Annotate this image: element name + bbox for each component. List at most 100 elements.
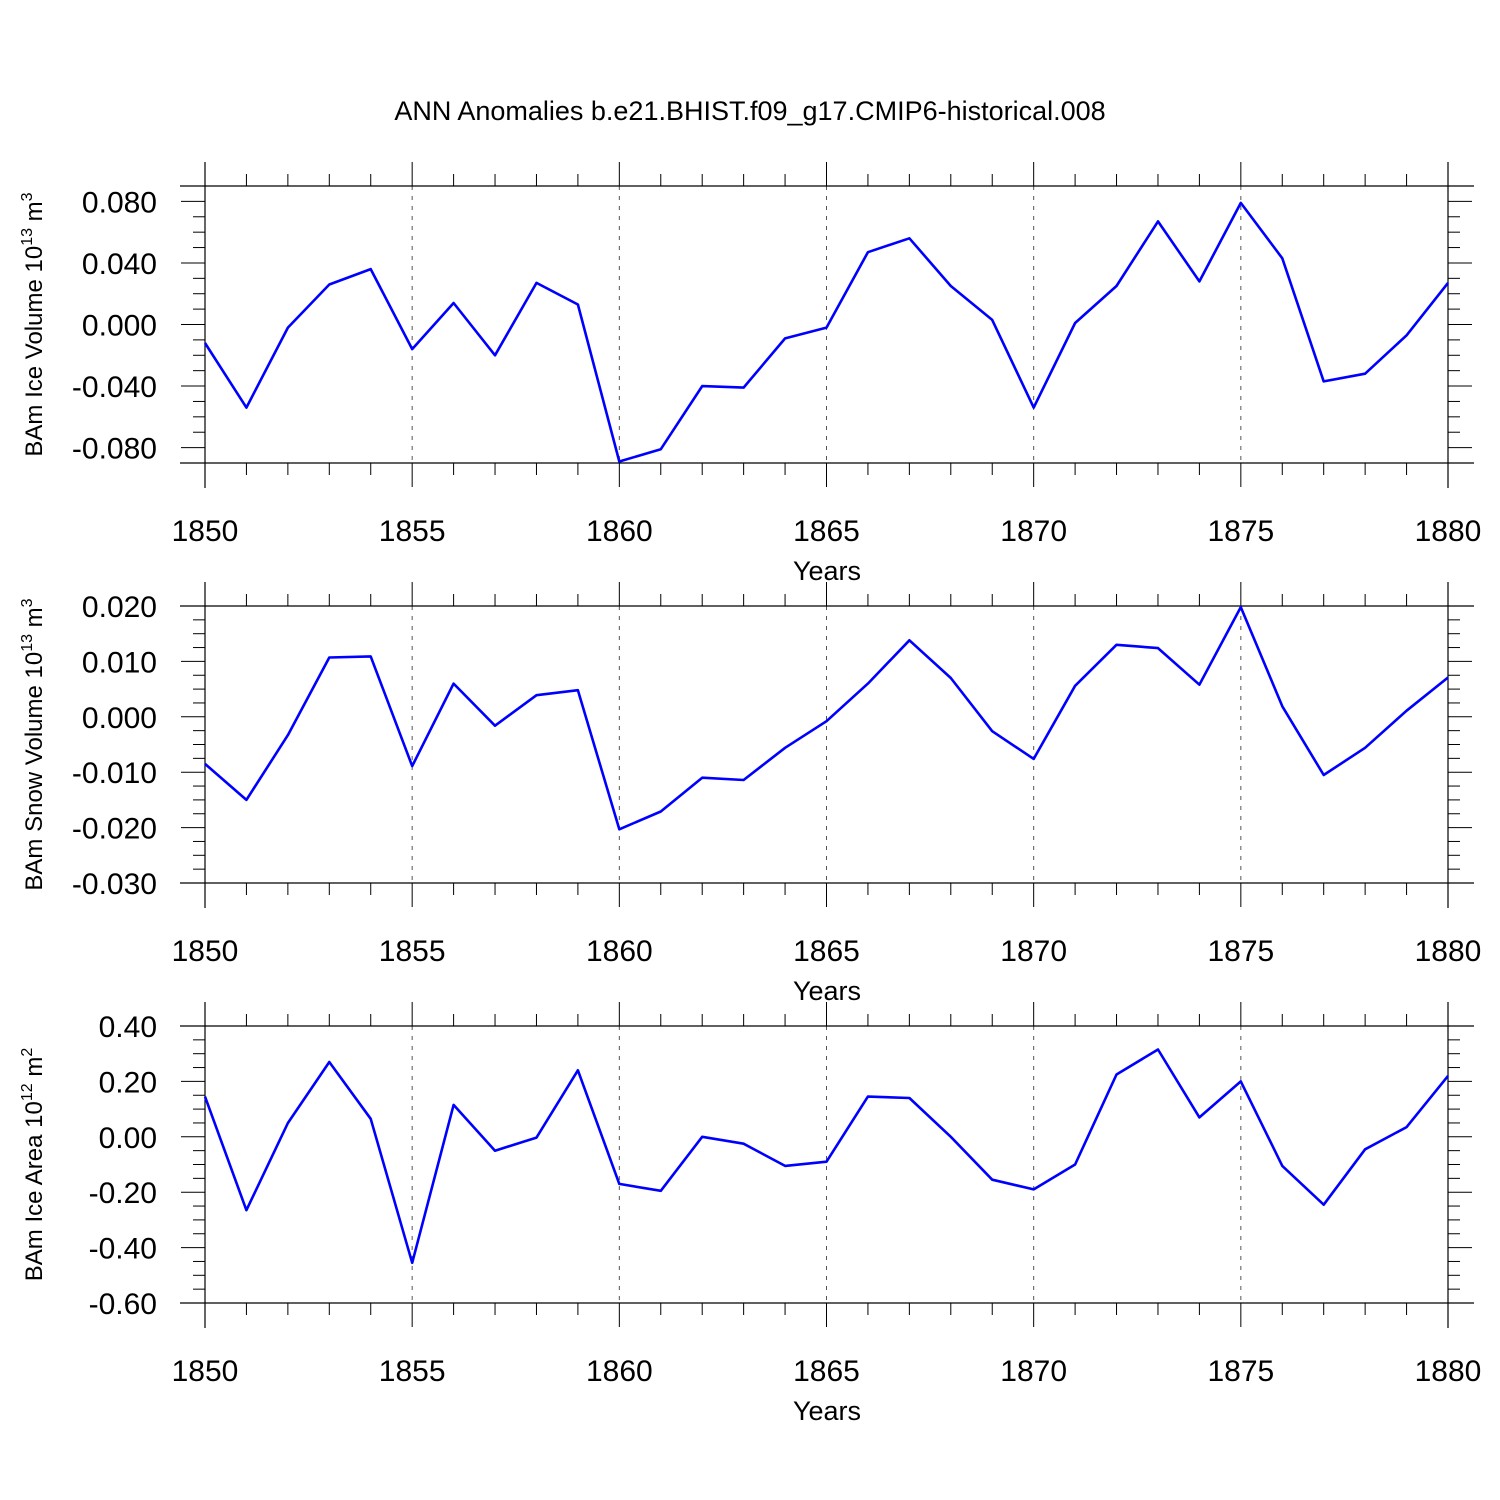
data-point (1199, 1117, 1200, 1118)
series-line (204, 605, 1449, 831)
data-point (867, 683, 868, 684)
data-point (1282, 706, 1283, 707)
data-point (1157, 221, 1158, 222)
data-point (1157, 648, 1158, 649)
x-tick-label: 1870 (1000, 1355, 1067, 1388)
data-point (370, 656, 371, 657)
data-point (1240, 1081, 1241, 1082)
y-tick-label: -0.20 (89, 1177, 157, 1210)
y-tick-label: 0.000 (82, 702, 157, 735)
y-tick-label: 0.00 (99, 1122, 157, 1155)
data-point (1240, 607, 1241, 608)
data-point (702, 777, 703, 778)
data-point (909, 1098, 910, 1099)
x-tick-label: 1860 (586, 515, 653, 548)
data-point (1448, 1075, 1449, 1076)
data-point (1157, 1049, 1158, 1050)
data-point (1282, 258, 1283, 259)
y-tick-label: 0.080 (82, 186, 157, 219)
x-tick-label: 1880 (1415, 935, 1482, 968)
data-point (287, 735, 288, 736)
data-point (826, 327, 827, 328)
x-tick-label: 1850 (172, 935, 239, 968)
data-point (1116, 1074, 1117, 1075)
panel-ice-area: 1850 1855 1860 1865 1870 1875 1880 0.40 0.20 0.00… (19, 1002, 1481, 1426)
data-point (1033, 1189, 1034, 1190)
data-point (329, 657, 330, 658)
data-point (329, 284, 330, 285)
x-tick-label: 1850 (172, 515, 239, 548)
data-point (992, 1179, 993, 1180)
x-axis-label: Years (793, 1396, 861, 1426)
data-point (246, 407, 247, 408)
data-point (992, 319, 993, 320)
series-line (203, 1048, 1450, 1265)
x-tick-label: 1870 (1000, 935, 1067, 968)
data-point (495, 1150, 496, 1151)
data-point (370, 1118, 371, 1119)
x-tick-label: 1855 (379, 515, 446, 548)
data-point (205, 763, 206, 764)
data-point (1282, 1165, 1283, 1166)
y-tick-label: -0.60 (89, 1288, 157, 1321)
x-tick-label: 1860 (586, 1355, 653, 1388)
data-point (619, 829, 620, 830)
x-tick-label: 1880 (1415, 1355, 1482, 1388)
data-point (577, 304, 578, 305)
y-tick-label: -0.010 (72, 757, 157, 790)
data-point (785, 747, 786, 748)
y-axis-label: BAm Snow Volume 1013 m3 (19, 598, 48, 890)
data-point (950, 678, 951, 679)
data-point (495, 355, 496, 356)
data-point (1075, 322, 1076, 323)
data-point (1323, 1204, 1324, 1205)
data-point (1199, 684, 1200, 685)
data-point (743, 779, 744, 780)
data-point (867, 1096, 868, 1097)
y-tick-label: -0.040 (72, 371, 157, 404)
data-point (1116, 286, 1117, 287)
data-point (1075, 1164, 1076, 1165)
data-point (1199, 281, 1200, 282)
data-point (453, 1104, 454, 1105)
data-point (412, 349, 413, 350)
data-point (453, 683, 454, 684)
data-point (660, 1190, 661, 1191)
data-point (619, 1183, 620, 1184)
x-tick-label: 1875 (1207, 935, 1274, 968)
y-tick-label: 0.20 (99, 1066, 157, 1099)
panel-snow-volume: 1850 1855 1860 1865 1870 1875 1880 0.020 0.010 0.… (19, 582, 1481, 1006)
data-point (1033, 407, 1034, 408)
data-point (992, 731, 993, 732)
data-point (1323, 381, 1324, 382)
data-point (453, 302, 454, 303)
x-tick-label: 1855 (379, 1355, 446, 1388)
data-point (1075, 685, 1076, 686)
data-point (619, 461, 620, 462)
data-point (1240, 202, 1241, 203)
x-tick-label: 1875 (1207, 1355, 1274, 1388)
data-point (909, 640, 910, 641)
data-point (660, 449, 661, 450)
data-point (1116, 644, 1117, 645)
data-point (1448, 677, 1449, 678)
data-point (702, 386, 703, 387)
data-point (743, 1143, 744, 1144)
y-tick-label: 0.010 (82, 646, 157, 679)
data-point (1365, 1149, 1366, 1150)
data-point (867, 252, 868, 253)
series-line (203, 201, 1450, 463)
data-point (536, 282, 537, 283)
data-point (205, 1096, 206, 1097)
y-tick-label: 0.000 (82, 310, 157, 343)
x-axis-label: Years (793, 976, 861, 1006)
data-point (495, 725, 496, 726)
y-axis-label: BAm Ice Volume 1013 m3 (19, 192, 48, 456)
data-point (1406, 710, 1407, 711)
y-axis-label: BAm Ice Area 1012 m2 (19, 1048, 48, 1282)
data-point (246, 1210, 247, 1211)
x-tick-label: 1880 (1415, 515, 1482, 548)
data-point (743, 387, 744, 388)
data-point (785, 338, 786, 339)
